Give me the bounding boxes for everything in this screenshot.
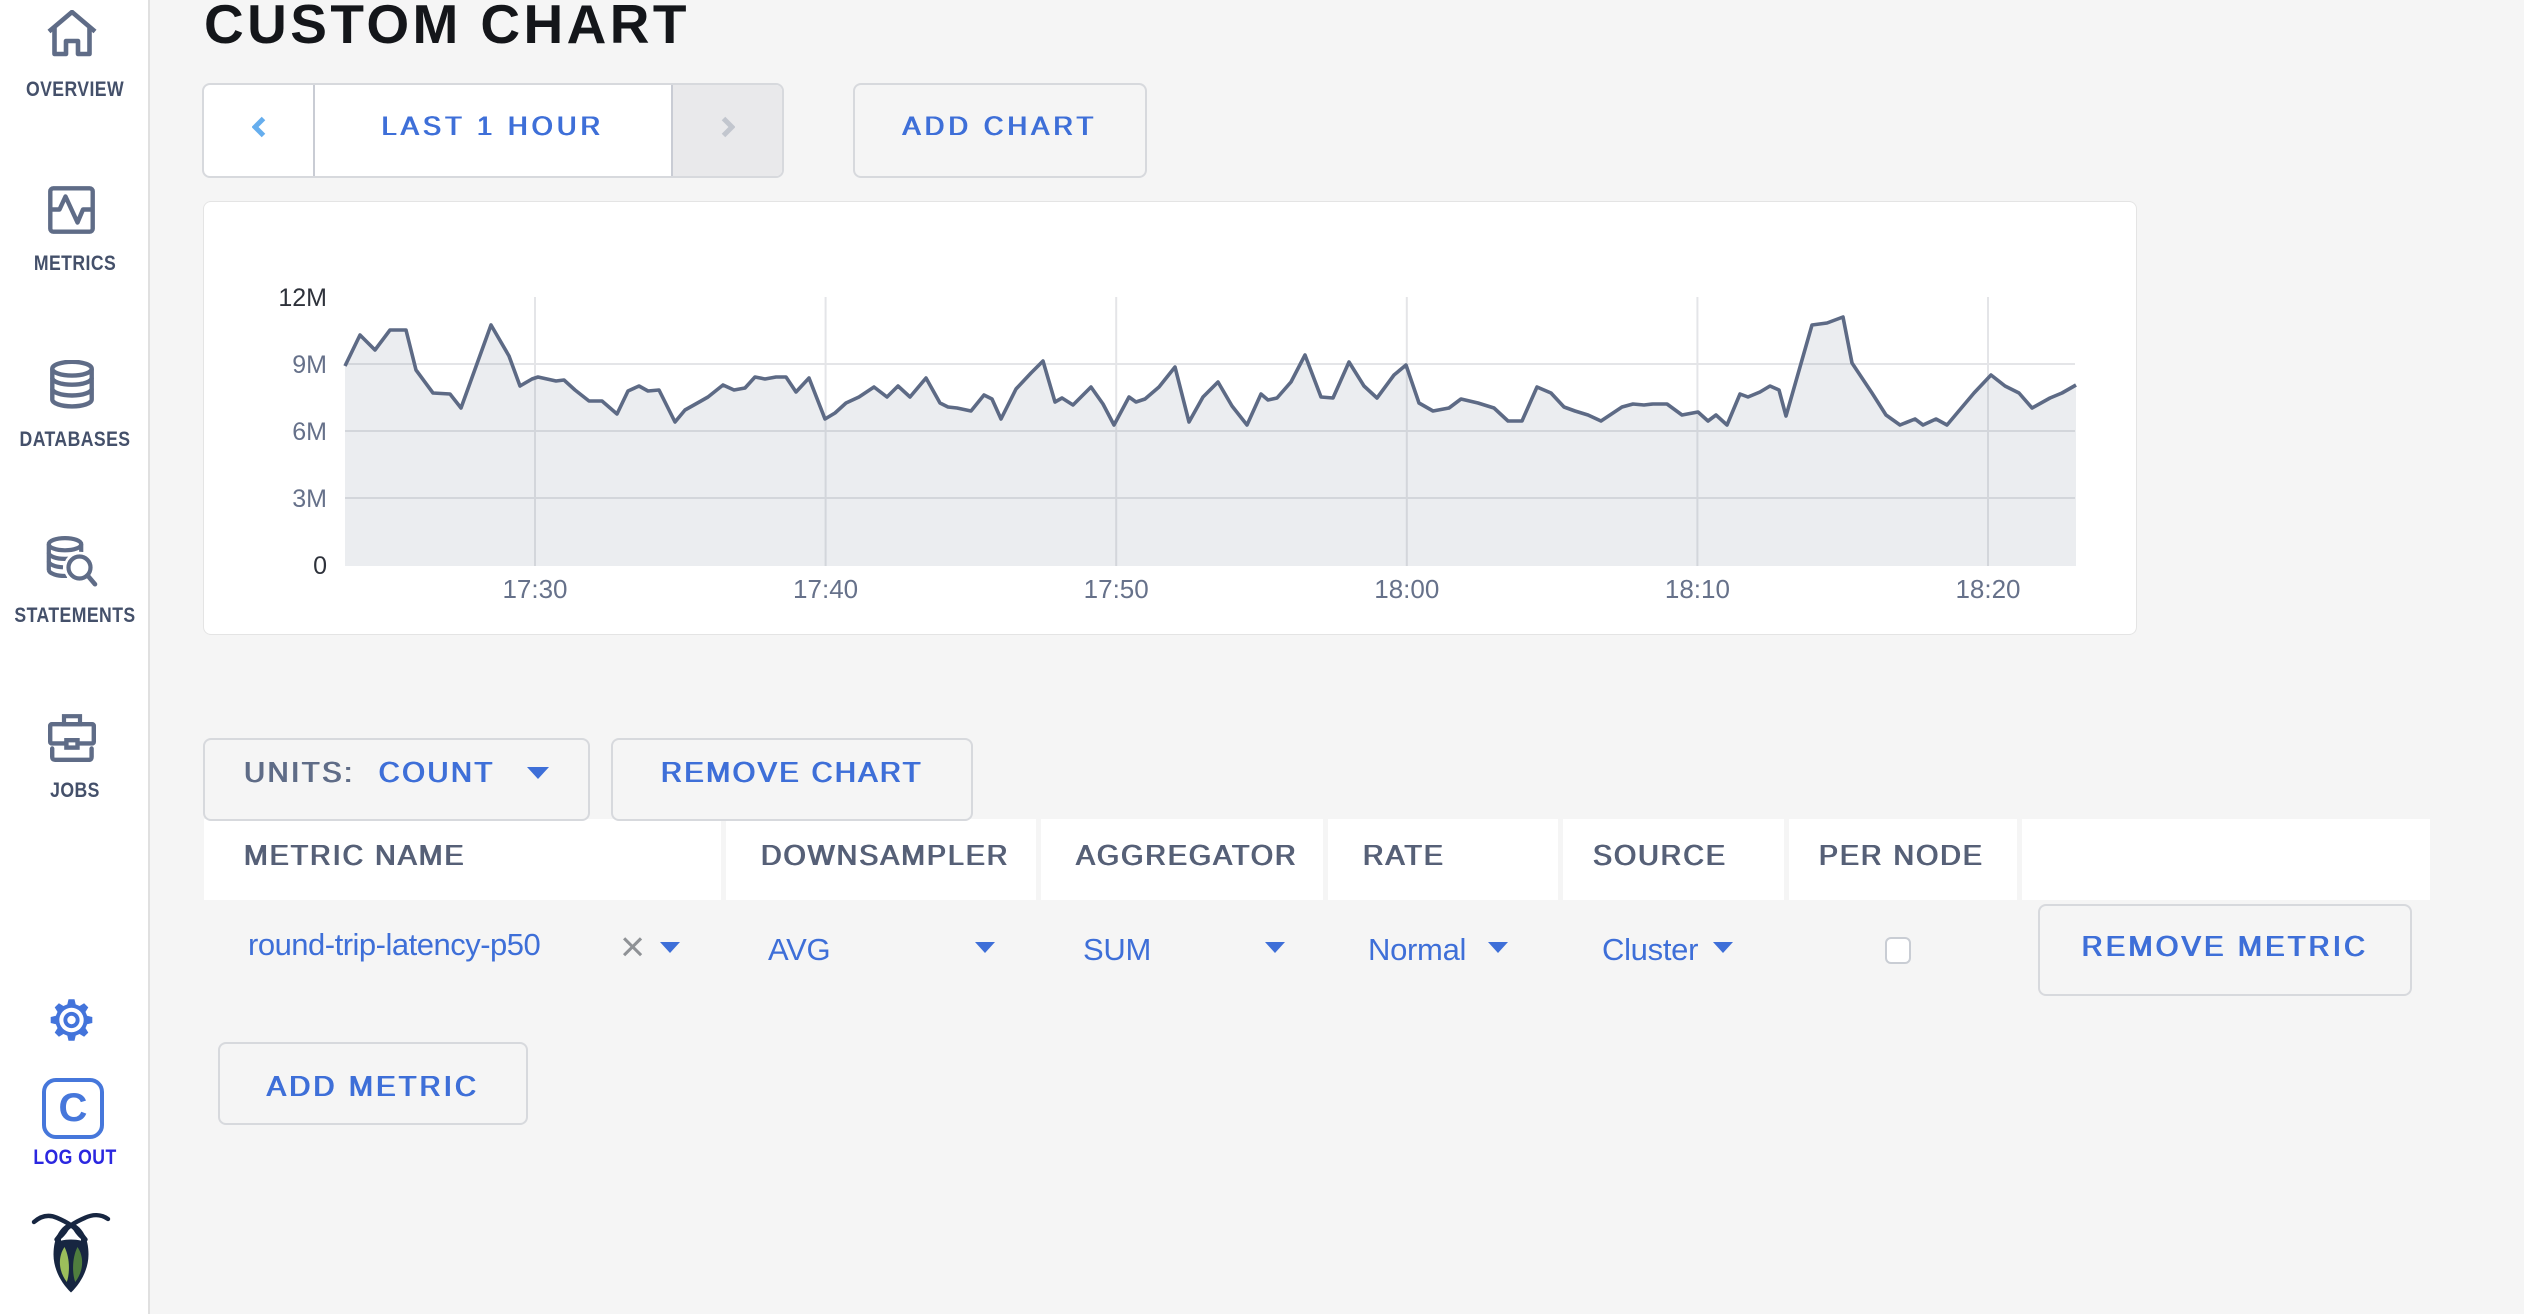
svg-text:3M: 3M <box>292 485 327 513</box>
svg-text:18:00: 18:00 <box>1374 574 1439 604</box>
svg-text:17:50: 17:50 <box>1084 574 1149 604</box>
svg-text:12M: 12M <box>278 284 327 312</box>
svg-text:0: 0 <box>313 552 327 580</box>
svg-text:17:30: 17:30 <box>502 574 567 604</box>
svg-text:6M: 6M <box>292 418 327 446</box>
svg-text:9M: 9M <box>292 351 327 379</box>
svg-text:18:20: 18:20 <box>1955 574 2020 604</box>
svg-text:17:40: 17:40 <box>793 574 858 604</box>
svg-text:18:10: 18:10 <box>1665 574 1730 604</box>
